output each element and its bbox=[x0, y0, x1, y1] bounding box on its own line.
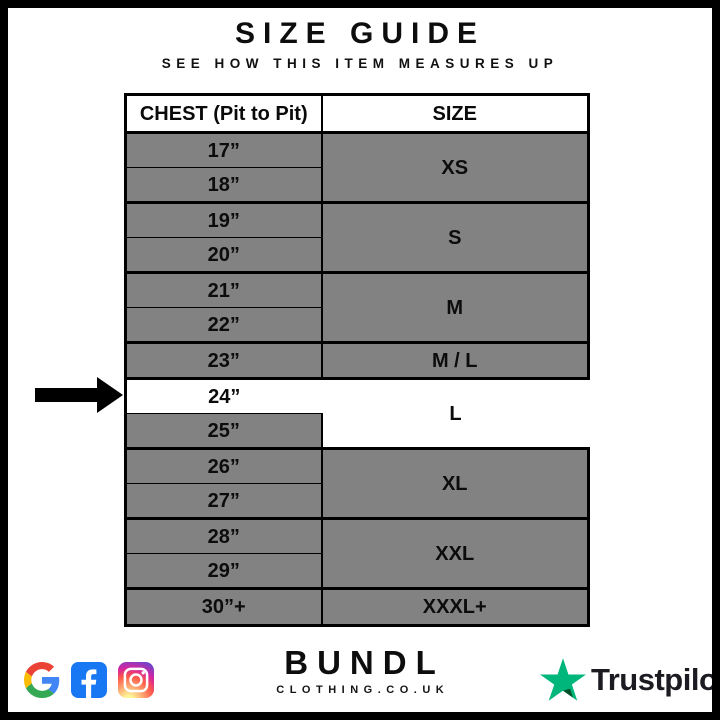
facebook-icon bbox=[71, 662, 107, 698]
table-header-row: CHEST (Pit to Pit) SIZE bbox=[125, 94, 589, 134]
table-row: 23” M / L bbox=[125, 340, 589, 379]
size-cell: XL bbox=[321, 447, 589, 519]
measurement-cell: 17” bbox=[125, 132, 323, 168]
measurement-cell: 30”+ bbox=[125, 587, 323, 626]
measurement-cell-highlighted: 24” bbox=[125, 377, 322, 414]
size-cell: XS bbox=[321, 132, 589, 203]
measurement-cell: 21” bbox=[125, 271, 323, 308]
measurement-cell: 23” bbox=[125, 340, 323, 379]
measurement-cell: 28” bbox=[125, 517, 323, 554]
size-cell: XXXL+ bbox=[321, 587, 589, 626]
column-header-chest: CHEST (Pit to Pit) bbox=[125, 94, 323, 134]
brand-logo: BUNDL CLOTHING.CO.UK bbox=[8, 644, 712, 697]
measurement-cell: 29” bbox=[125, 553, 323, 589]
table-row: 27” bbox=[125, 483, 589, 519]
measurement-cell: 26” bbox=[125, 447, 323, 484]
size-cell-highlighted: L bbox=[321, 377, 589, 449]
google-icon bbox=[24, 662, 60, 698]
instagram-icon bbox=[118, 662, 154, 698]
size-guide-table: CHEST (Pit to Pit) SIZE 17” XS 18” 19” S… bbox=[124, 93, 590, 627]
size-cell: M / L bbox=[321, 340, 589, 379]
table-row: 17” XS bbox=[125, 132, 589, 203]
page-subtitle: SEE HOW THIS ITEM MEASURES UP bbox=[161, 56, 559, 71]
measurement-cell: 19” bbox=[125, 201, 323, 238]
table-row: 30”+ XXXL+ bbox=[125, 587, 589, 626]
table-row: 18” bbox=[125, 167, 589, 203]
table-row: 20” bbox=[125, 237, 589, 273]
table-row: 26” XL bbox=[125, 447, 589, 519]
table-row: 19” S bbox=[125, 201, 589, 273]
social-icons bbox=[24, 662, 154, 698]
trustpilot-star-icon bbox=[540, 658, 586, 701]
table-row: 29” bbox=[125, 553, 589, 589]
measurement-cell: 20” bbox=[125, 237, 323, 273]
table-row: 25” bbox=[125, 413, 589, 449]
column-header-size: SIZE bbox=[321, 94, 589, 134]
table-row-highlighted: 24” L bbox=[125, 377, 589, 449]
size-cell: M bbox=[321, 271, 589, 343]
size-cell: XXL bbox=[321, 517, 589, 589]
size-cell: S bbox=[321, 201, 589, 273]
table-row: 22” bbox=[125, 307, 589, 343]
trustpilot-logo: Trustpilot bbox=[540, 658, 720, 701]
highlight-arrow-icon bbox=[35, 377, 123, 413]
measurement-cell: 27” bbox=[125, 483, 323, 519]
brand-name: BUNDL bbox=[284, 644, 445, 681]
table-row: 28” XXL bbox=[125, 517, 589, 589]
trustpilot-label: Trustpilot bbox=[591, 661, 720, 697]
brand-domain: CLOTHING.CO.UK bbox=[276, 684, 450, 696]
measurement-cell: 22” bbox=[125, 307, 323, 343]
table-row: 21” M bbox=[125, 271, 589, 343]
page-title: SIZE GUIDE bbox=[234, 17, 486, 50]
measurement-cell: 25” bbox=[125, 413, 323, 449]
measurement-cell: 18” bbox=[125, 167, 323, 203]
